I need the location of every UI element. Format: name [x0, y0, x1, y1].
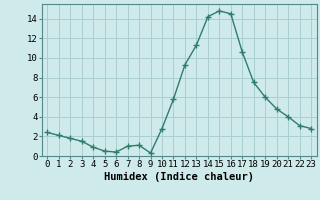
X-axis label: Humidex (Indice chaleur): Humidex (Indice chaleur)	[104, 172, 254, 182]
